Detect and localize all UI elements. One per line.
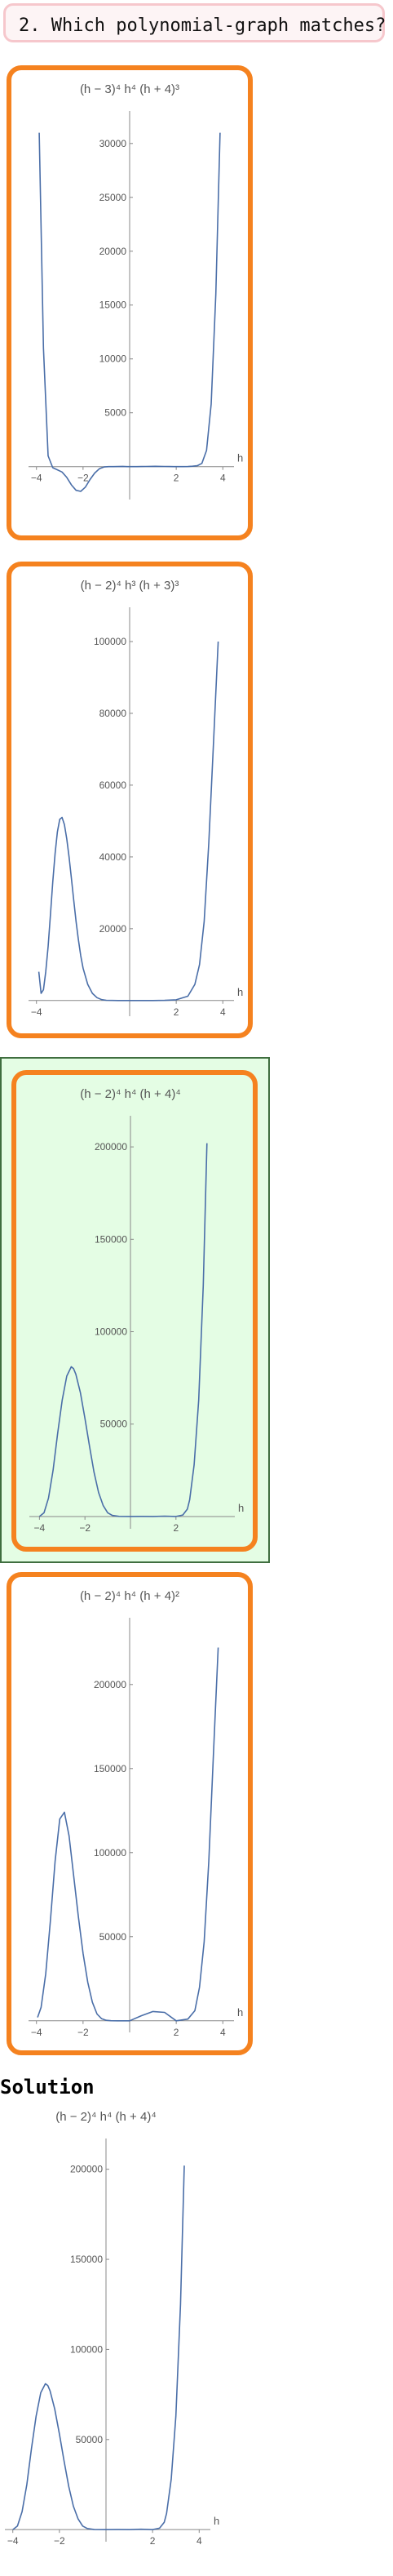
plot-option-4: (h − 2)⁴ h⁴ (h + 4)² −4 −2 2 4 50000 100000 150… — [29, 1589, 243, 2038]
series-line — [12, 2165, 185, 2530]
x-tick-label: 2 — [174, 2027, 179, 2038]
chart-title: (h − 2)⁴ h³ (h + 3)³ — [81, 579, 179, 593]
question-text: 2. Which polynomial‐graph matches? — [19, 16, 386, 36]
x-axis-label: h — [214, 2515, 219, 2527]
question-prompt: Which polynomial‐graph matches? — [51, 16, 386, 36]
y-tick-label: 100000 — [95, 1326, 127, 1338]
y-tick-label: 100000 — [70, 2343, 103, 2355]
y-tick-label: 200000 — [94, 1679, 126, 1690]
x-tick-label: −4 — [31, 2027, 42, 2038]
question-number: 2. — [19, 16, 41, 36]
x-axis-label: h — [237, 2006, 243, 2019]
y-tick-label: 10000 — [99, 353, 127, 365]
x-tick-label: 2 — [173, 1522, 179, 1534]
y-tick-label: 40000 — [99, 851, 127, 863]
y-tick-label: 150000 — [70, 2254, 103, 2265]
y-tick-label: 50000 — [76, 2434, 104, 2445]
plot-option-1: (h − 3)⁴ h⁴ (h + 4)³ −4 −2 2 4 5000 10000 15000… — [29, 82, 243, 500]
answer-option-1[interactable]: (h − 3)⁴ h⁴ (h + 4)³ −4 −2 2 4 5000 10000 15000… — [7, 65, 253, 540]
y-tick-label: 25000 — [99, 192, 127, 203]
x-tick-label: 2 — [150, 2535, 156, 2547]
correct-answer-highlight: (h − 2)⁴ h⁴ (h + 4)⁴ −4 −2 2 50000 100000 1500… — [0, 1057, 270, 1563]
y-tick-label: 100000 — [94, 636, 126, 647]
x-axis-label: h — [237, 986, 243, 998]
y-tick-label: 50000 — [99, 1931, 127, 1943]
plot-option-2: (h − 2)⁴ h³ (h + 3)³ −4 2 4 20000 40000 60000 8… — [29, 579, 243, 1018]
plot-solution: (h − 2)⁴ h⁴ (h + 4)⁴ −4 −2 2 4 50000 100000 150… — [5, 2110, 219, 2547]
x-tick-label: −2 — [77, 473, 89, 484]
x-tick-label: −4 — [7, 2535, 19, 2547]
y-tick-label: 50000 — [100, 1419, 128, 1430]
x-tick-label: 4 — [220, 473, 226, 484]
x-tick-label: −4 — [34, 1522, 46, 1534]
x-axis-label: h — [238, 1502, 244, 1514]
x-tick-label: −4 — [31, 473, 42, 484]
series-line — [37, 1647, 219, 2022]
series-line — [38, 132, 221, 492]
y-tick-label: 200000 — [95, 1141, 127, 1153]
x-tick-label: 4 — [196, 2535, 202, 2547]
y-tick-label: 150000 — [95, 1233, 127, 1245]
x-tick-label: 4 — [220, 2027, 226, 2038]
x-tick-label: −2 — [77, 2027, 89, 2038]
y-tick-label: 60000 — [99, 779, 127, 791]
x-tick-label: −4 — [31, 1006, 42, 1018]
y-tick-label: 200000 — [70, 2164, 103, 2175]
solution-heading: Solution — [0, 2076, 95, 2099]
x-tick-label: 2 — [174, 473, 179, 484]
y-tick-label: 5000 — [104, 407, 126, 419]
chart-title: (h − 2)⁴ h⁴ (h + 4)² — [80, 1589, 179, 1603]
series-line — [38, 1143, 208, 1517]
answer-option-4[interactable]: (h − 2)⁴ h⁴ (h + 4)² −4 −2 2 4 50000 100000 150… — [7, 1572, 253, 2055]
chart-title: (h − 2)⁴ h⁴ (h + 4)⁴ — [80, 1087, 181, 1101]
x-tick-label: −2 — [79, 1522, 91, 1534]
x-tick-label: 2 — [174, 1006, 179, 1018]
y-tick-label: 30000 — [99, 138, 127, 149]
y-tick-label: 100000 — [94, 1847, 126, 1859]
y-tick-label: 15000 — [99, 300, 127, 311]
series-line — [38, 641, 219, 1002]
answer-option-3[interactable]: (h − 2)⁴ h⁴ (h + 4)⁴ −4 −2 2 50000 100000 1500… — [11, 1070, 258, 1552]
x-tick-label: 4 — [220, 1006, 226, 1018]
chart-title: (h − 3)⁴ h⁴ (h + 4)³ — [80, 82, 179, 96]
answer-option-2[interactable]: (h − 2)⁴ h³ (h + 3)³ −4 2 4 20000 40000 60000 8… — [7, 562, 253, 1038]
y-tick-label: 20000 — [99, 246, 127, 257]
solution-plot-container: (h − 2)⁴ h⁴ (h + 4)⁴ −4 −2 2 4 50000 100000 150… — [0, 2096, 245, 2576]
y-tick-label: 150000 — [94, 1763, 126, 1774]
question-box: 2. Which polynomial‐graph matches? — [3, 3, 386, 42]
chart-title: (h − 2)⁴ h⁴ (h + 4)⁴ — [55, 2110, 157, 2124]
y-tick-label: 80000 — [99, 708, 127, 719]
y-tick-label: 20000 — [99, 923, 127, 935]
x-tick-label: −2 — [54, 2535, 65, 2547]
plot-option-3: (h − 2)⁴ h⁴ (h + 4)⁴ −4 −2 2 50000 100000 1500… — [29, 1087, 244, 1534]
x-axis-label: h — [237, 452, 243, 464]
